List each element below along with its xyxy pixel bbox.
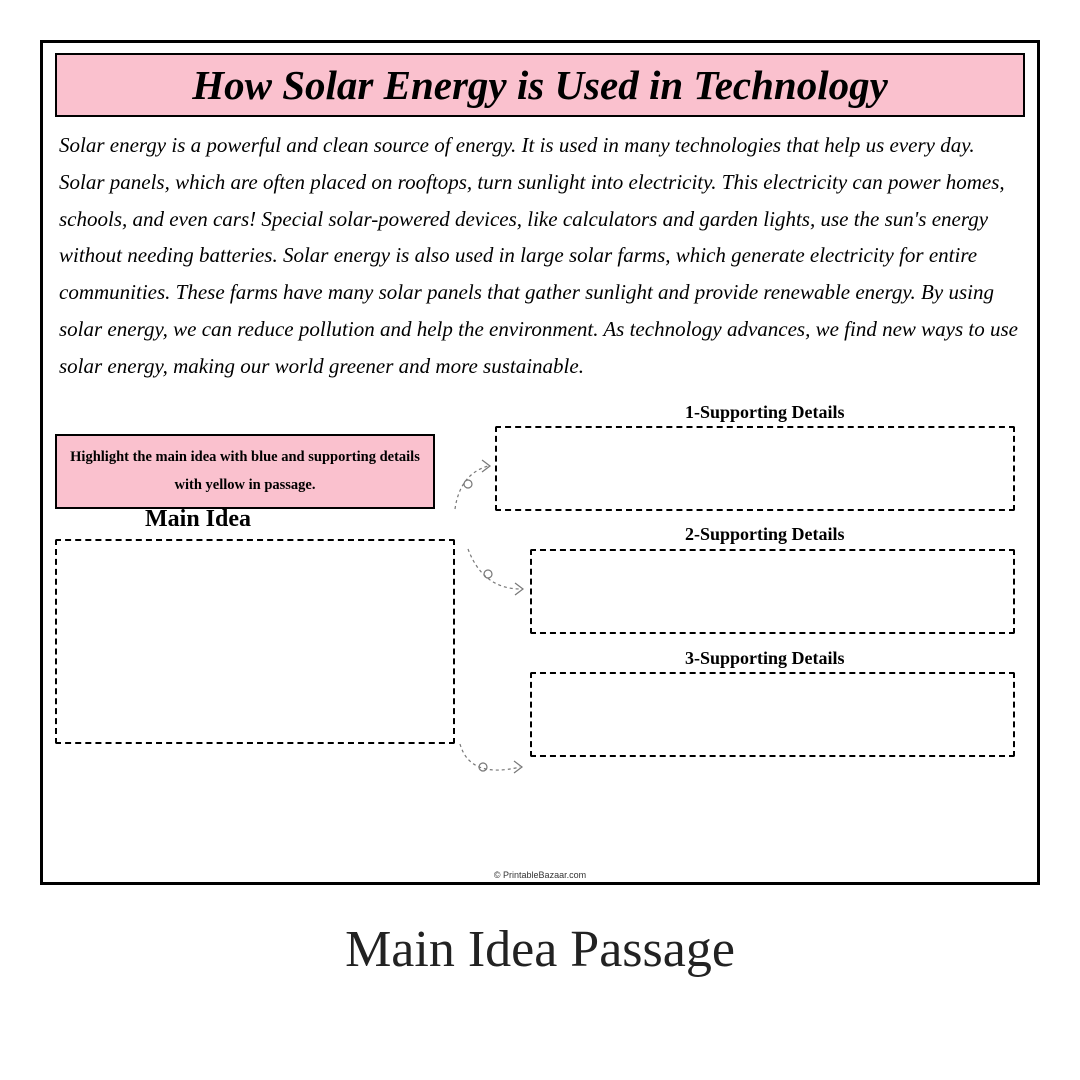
detail-2-input-box[interactable]: [530, 549, 1015, 634]
detail-3-input-box[interactable]: [530, 672, 1015, 757]
passage-text: Solar energy is a powerful and clean sou…: [55, 125, 1025, 394]
detail-3-label: 3-Supporting Details: [685, 648, 845, 669]
main-idea-input-box[interactable]: [55, 539, 455, 744]
main-idea-label: Main Idea: [145, 506, 251, 533]
footer-credit: © PrintableBazaar.com: [43, 870, 1037, 880]
title-bar: How Solar Energy is Used in Technology: [55, 53, 1025, 117]
detail-1-input-box[interactable]: [495, 426, 1015, 511]
detail-1-label: 1-Supporting Details: [685, 402, 845, 423]
worksheet-frame: How Solar Energy is Used in Technology S…: [40, 40, 1040, 885]
arrow-icon: [450, 454, 500, 514]
organizer-area: Highlight the main idea with blue and su…: [55, 394, 1025, 824]
arrow-icon: [455, 739, 533, 789]
arrow-icon: [463, 544, 533, 604]
instruction-box: Highlight the main idea with blue and su…: [55, 434, 435, 509]
page-caption: Main Idea Passage: [0, 920, 1080, 979]
detail-2-label: 2-Supporting Details: [685, 524, 845, 545]
worksheet-title: How Solar Energy is Used in Technology: [65, 61, 1015, 109]
